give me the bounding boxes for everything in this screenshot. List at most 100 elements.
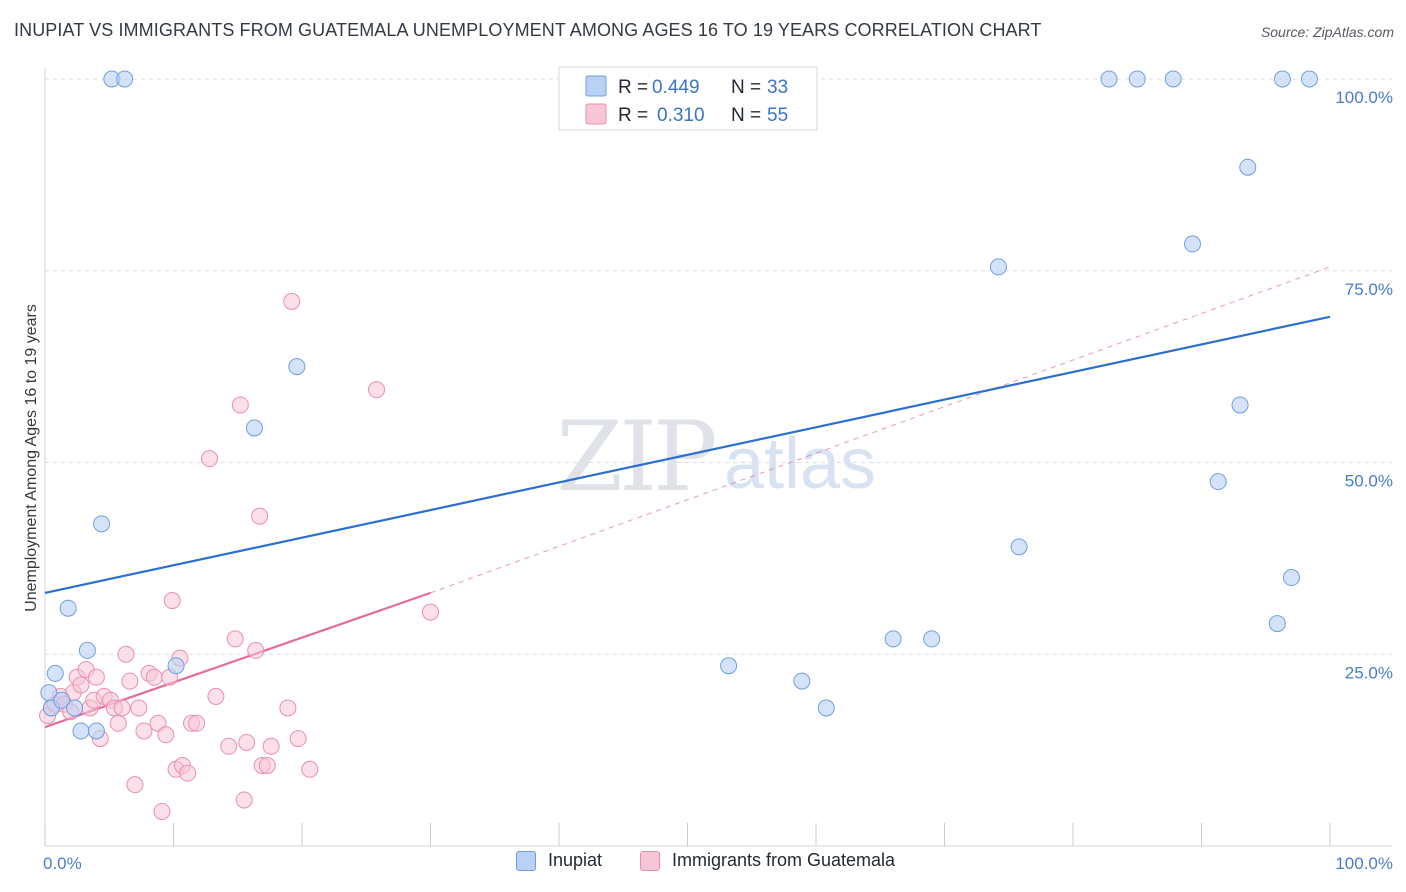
data-point-inupiat xyxy=(66,699,84,717)
legend-swatch-guatemala xyxy=(585,103,607,125)
legend-item-inupiat: Inupiat xyxy=(516,850,602,871)
data-point-inupiat xyxy=(245,419,263,437)
data-point-guatemala xyxy=(117,645,135,663)
data-point-guatemala xyxy=(235,791,253,809)
data-point-guatemala xyxy=(72,676,90,694)
legend-n-value: 55 xyxy=(767,105,788,126)
data-point-guatemala xyxy=(301,760,319,778)
data-point-guatemala xyxy=(157,726,175,744)
legend-n-value: 33 xyxy=(767,77,788,98)
data-point-inupiat xyxy=(1100,70,1118,88)
data-point-guatemala xyxy=(109,714,127,732)
data-point-guatemala xyxy=(279,699,297,717)
x-tick-labels: 0.0% 100.0% xyxy=(43,854,1393,873)
y-tick-label: 75.0% xyxy=(1345,280,1393,299)
data-point-guatemala xyxy=(163,592,181,610)
data-point-guatemala xyxy=(258,756,276,774)
data-point-guatemala xyxy=(126,776,144,794)
y-tick-labels: 100.0% 75.0% 50.0% 25.0% xyxy=(1335,88,1393,682)
data-point-guatemala xyxy=(188,714,206,732)
data-point-guatemala xyxy=(262,737,280,755)
data-point-guatemala xyxy=(145,668,163,686)
data-point-inupiat xyxy=(817,699,835,717)
axes xyxy=(44,68,1392,847)
data-point-guatemala xyxy=(226,630,244,648)
data-point-guatemala xyxy=(251,507,269,525)
data-point-inupiat xyxy=(53,691,71,709)
legend-r-value: 0.449 xyxy=(652,77,700,98)
trend-line-inupiat xyxy=(44,315,1331,594)
data-point-inupiat xyxy=(1300,70,1318,88)
y-tick-label: 100.0% xyxy=(1335,88,1393,107)
watermark-zip: ZIP xyxy=(556,401,715,513)
y-tick-label: 25.0% xyxy=(1345,663,1393,682)
x-tick-label: 0.0% xyxy=(43,854,82,873)
data-point-inupiat xyxy=(78,641,96,659)
legend-label-guatemala: Immigrants from Guatemala xyxy=(672,850,896,870)
source-credit: Source: ZipAtlas.com xyxy=(1260,24,1394,40)
legend-swatch-guatemala xyxy=(640,850,660,871)
gridlines xyxy=(45,78,1392,655)
data-point-inupiat xyxy=(923,630,941,648)
data-point-guatemala xyxy=(283,292,301,310)
data-point-inupiat xyxy=(884,630,902,648)
series-inupiat xyxy=(40,70,1318,740)
legend-swatch-inupiat xyxy=(516,850,536,871)
data-point-guatemala xyxy=(121,672,139,690)
data-point-guatemala xyxy=(113,699,131,717)
watermark-atlas: atlas xyxy=(724,424,876,504)
data-point-guatemala xyxy=(200,450,218,468)
legend-n-label: N = xyxy=(731,105,761,126)
legend-r-label: R = xyxy=(618,105,648,126)
data-point-inupiat xyxy=(1268,615,1286,633)
data-point-guatemala xyxy=(179,764,197,782)
data-point-inupiat xyxy=(87,722,105,740)
data-point-guatemala xyxy=(238,733,256,751)
data-point-inupiat xyxy=(167,657,185,675)
legend-item-guatemala: Immigrants from Guatemala xyxy=(640,850,895,871)
data-point-guatemala xyxy=(207,687,225,705)
data-point-guatemala xyxy=(368,381,386,399)
data-point-inupiat xyxy=(1209,473,1227,491)
data-point-inupiat xyxy=(1282,569,1300,587)
data-point-inupiat xyxy=(989,258,1007,276)
data-point-inupiat xyxy=(1164,70,1182,88)
data-point-guatemala xyxy=(135,722,153,740)
data-point-inupiat xyxy=(59,599,77,617)
data-point-guatemala xyxy=(247,641,265,659)
correlation-legend: R = 0.449 N = 33 R = 0.310 N = 55 xyxy=(558,66,818,131)
data-point-guatemala xyxy=(231,396,249,414)
legend-n-label: N = xyxy=(731,77,761,98)
data-point-inupiat xyxy=(46,664,64,682)
data-point-guatemala xyxy=(130,699,148,717)
data-point-inupiat xyxy=(72,722,90,740)
y-tick-label: 50.0% xyxy=(1345,472,1393,491)
data-point-inupiat xyxy=(793,672,811,690)
data-point-inupiat xyxy=(288,358,306,376)
data-point-inupiat xyxy=(720,657,738,675)
chart-title: INUPIAT VS IMMIGRANTS FROM GUATEMALA UNE… xyxy=(14,20,1042,40)
legend-label-inupiat: Inupiat xyxy=(548,850,603,870)
data-point-inupiat xyxy=(1273,70,1291,88)
series-guatemala xyxy=(39,292,439,820)
data-point-guatemala xyxy=(153,802,171,820)
legend-r-label: R = xyxy=(618,77,648,98)
data-point-inupiat xyxy=(116,70,134,88)
x-tick-label: 100.0% xyxy=(1335,854,1393,873)
data-point-inupiat xyxy=(1239,158,1257,176)
data-point-guatemala xyxy=(87,668,105,686)
y-axis-label: Unemployment Among Ages 16 to 19 years xyxy=(23,304,40,612)
data-point-guatemala xyxy=(220,737,238,755)
legend-r-value: 0.310 xyxy=(657,105,705,126)
data-point-guatemala xyxy=(422,603,439,621)
data-point-inupiat xyxy=(1231,396,1249,414)
legend-swatch-inupiat xyxy=(585,75,607,97)
data-point-inupiat xyxy=(1010,538,1028,556)
watermark: ZIP atlas xyxy=(556,401,876,513)
trend-line-guatemala xyxy=(44,591,431,729)
bottom-legend: Inupiat Immigrants from Guatemala xyxy=(0,850,1406,880)
data-point-inupiat xyxy=(1184,235,1202,253)
data-point-guatemala xyxy=(289,730,307,748)
data-point-inupiat xyxy=(1128,70,1146,88)
